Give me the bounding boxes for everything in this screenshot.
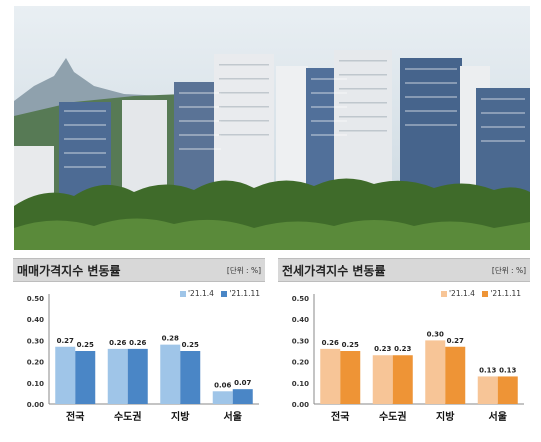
data-label: 0.06	[214, 381, 231, 389]
data-label: 0.27	[447, 337, 464, 345]
bar	[232, 389, 253, 404]
data-label: 0.25	[342, 341, 359, 349]
data-label: 0.23	[374, 345, 391, 353]
data-label: 0.27	[57, 337, 74, 345]
y-tick-label: 0.50	[292, 295, 309, 303]
x-tick-label: 지방	[171, 410, 190, 423]
bar	[372, 355, 393, 404]
x-tick-label: 서울	[489, 410, 507, 423]
y-tick-label: 0.40	[27, 316, 44, 324]
bar	[497, 376, 518, 404]
y-tick-label: 0.10	[292, 380, 309, 388]
bar	[180, 351, 201, 404]
bar	[320, 348, 341, 404]
x-tick-label: 전국	[66, 410, 84, 423]
x-tick-label: 전국	[331, 410, 349, 423]
data-label: 0.25	[182, 341, 199, 349]
chart-title: 매매가격지수 변동률	[17, 264, 121, 278]
bar	[212, 391, 233, 404]
x-tick-label: 지방	[436, 410, 455, 423]
bar	[340, 351, 361, 404]
chart-header: 매매가격지수 변동률 [단위 : %]	[13, 258, 265, 282]
bar	[392, 355, 413, 404]
legend-label: '21.1.4	[188, 289, 214, 298]
data-label: 0.28	[162, 335, 179, 343]
unit-label: [단위 : %]	[491, 266, 526, 275]
bar	[477, 376, 498, 404]
bar	[445, 346, 466, 404]
data-label: 0.26	[129, 339, 146, 347]
y-tick-label: 0.00	[292, 401, 309, 409]
y-tick-label: 0.30	[27, 337, 44, 345]
x-tick-label: 수도권	[379, 411, 407, 423]
legend-label: '21.1.4	[449, 289, 475, 298]
data-label: 0.07	[234, 379, 251, 387]
data-label: 0.13	[499, 366, 516, 374]
y-tick-label: 0.50	[27, 295, 44, 303]
bar	[107, 348, 128, 404]
x-tick-label: 서울	[224, 410, 242, 423]
foreground-foliage	[14, 218, 530, 250]
legend-swatch	[180, 291, 186, 297]
y-tick-label: 0.20	[27, 359, 44, 367]
chart-title: 전세가격지수 변동률	[282, 264, 386, 278]
data-label: 0.26	[322, 339, 339, 347]
chart-legend: '21.1.4 '21.1.11	[175, 289, 260, 298]
legend-label: '21.1.11	[490, 289, 522, 298]
data-label: 0.13	[479, 366, 496, 374]
data-label: 0.23	[394, 345, 411, 353]
legend-swatch	[441, 291, 447, 297]
jeonse-price-change-chart: 전세가격지수 변동률 [단위 : %] '21.1.4 '21.1.11 0.0…	[278, 258, 530, 436]
bar	[55, 346, 76, 404]
data-label: 0.25	[77, 341, 94, 349]
y-tick-label: 0.30	[292, 337, 309, 345]
x-tick-label: 수도권	[114, 411, 142, 423]
chart-header: 전세가격지수 변동률 [단위 : %]	[278, 258, 530, 282]
bar	[160, 344, 181, 404]
unit-label: [단위 : %]	[226, 266, 261, 275]
legend-swatch	[221, 291, 228, 297]
y-tick-label: 0.20	[292, 359, 309, 367]
bar	[425, 340, 446, 404]
sale-price-change-chart: 매매가격지수 변동률 [단위 : %] '21.1.4 '21.1.11 0.0…	[13, 258, 265, 436]
y-tick-label: 0.10	[27, 380, 44, 388]
legend-label: '21.1.11	[229, 289, 261, 298]
bar	[75, 351, 96, 404]
y-tick-label: 0.40	[292, 316, 309, 324]
chart-legend: '21.1.4 '21.1.11	[436, 289, 521, 298]
legend-swatch	[482, 291, 489, 297]
y-tick-label: 0.00	[27, 401, 44, 409]
data-label: 0.26	[109, 339, 126, 347]
data-label: 0.30	[427, 330, 444, 338]
apartment-photo	[14, 6, 530, 250]
bar	[127, 348, 148, 404]
